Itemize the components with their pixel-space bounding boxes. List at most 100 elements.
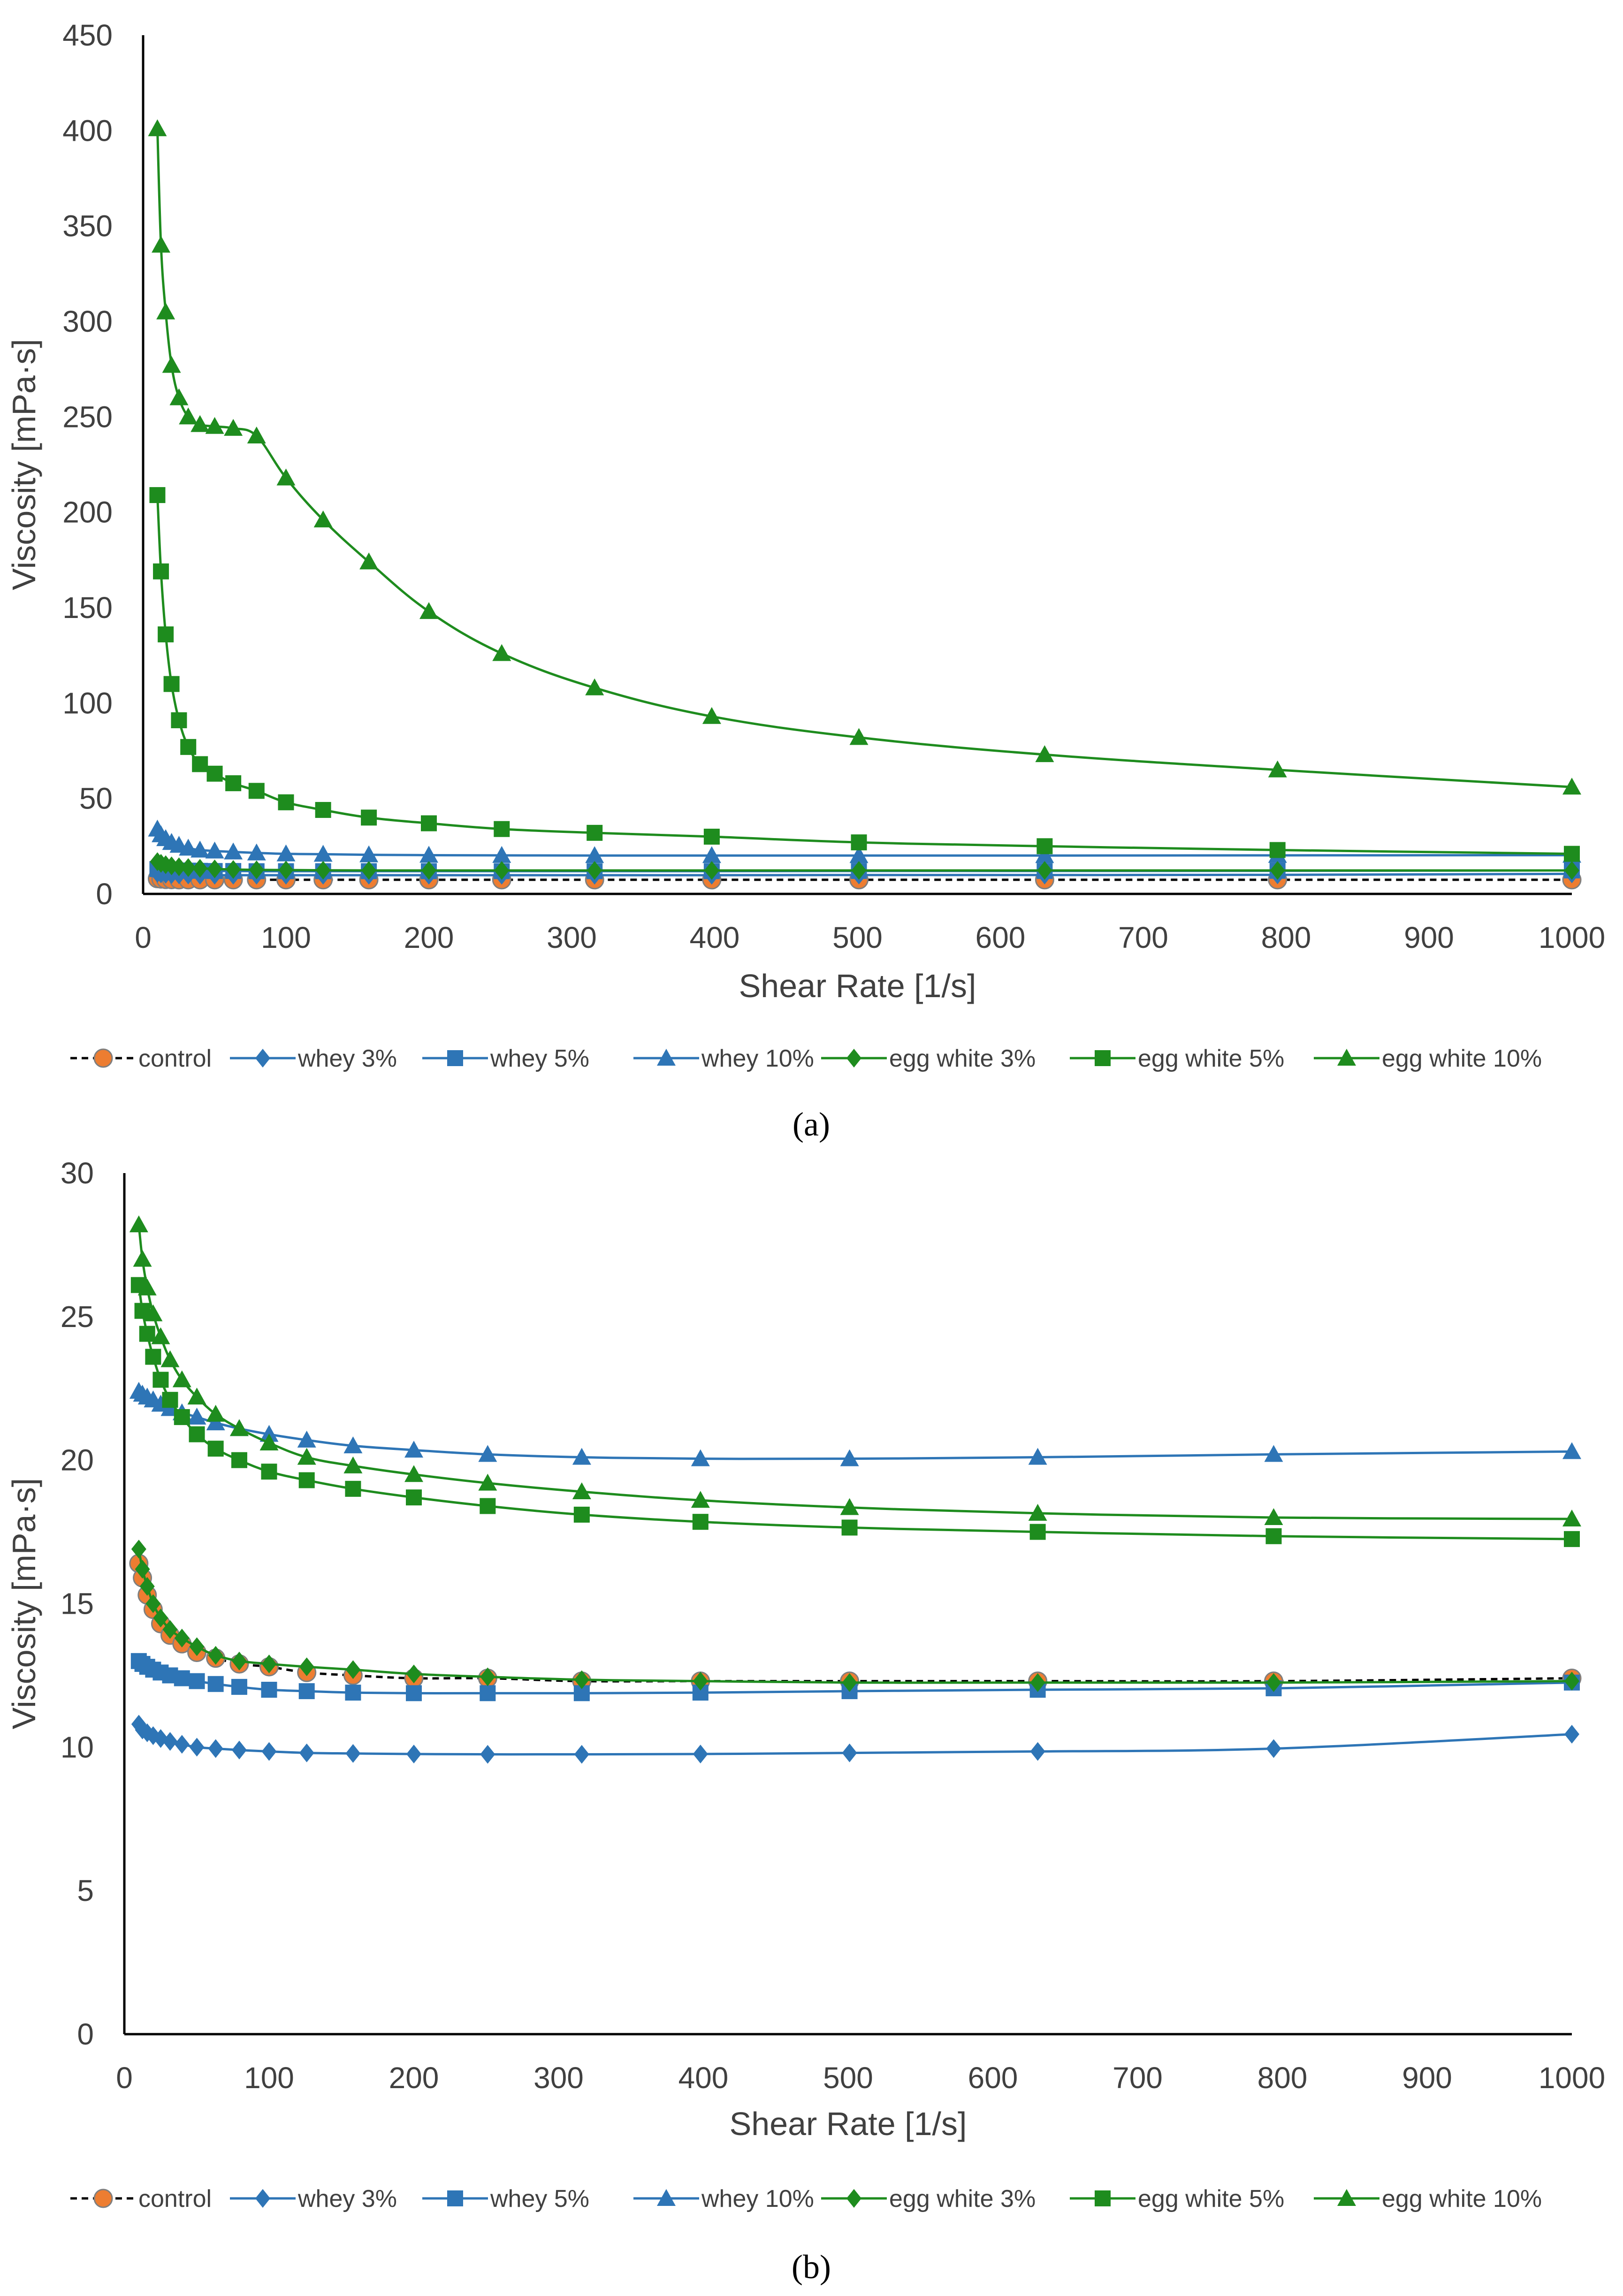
legend-label: egg white 3% <box>889 2185 1036 2212</box>
y-tick-label: 10 <box>61 1730 94 1764</box>
data-point-whey-10pct <box>572 1448 591 1465</box>
data-point-egg-white-5pct <box>145 1349 161 1365</box>
legend-label: whey 10% <box>701 2185 814 2212</box>
legend-item-egg-white-5pct: egg white 5% <box>1070 2185 1284 2212</box>
data-point-egg-white-10pct <box>849 728 869 745</box>
x-tick-label: 100 <box>261 921 311 954</box>
y-tick-label: 250 <box>62 400 113 434</box>
data-point-egg-white-3pct <box>278 861 294 880</box>
data-point-whey-10pct <box>1562 1442 1581 1459</box>
data-point-whey-5pct <box>189 1673 205 1689</box>
data-point-whey-3pct <box>208 1739 223 1758</box>
y-tick-label: 25 <box>61 1300 94 1334</box>
x-tick-label: 200 <box>404 921 454 954</box>
series-line-egg-white-5pct <box>137 1285 1572 1541</box>
x-axis-title: Shear Rate [1/s] <box>739 968 976 1004</box>
legend-label: egg white 10% <box>1382 2185 1542 2212</box>
series-egg-white-10pct <box>129 1215 1581 1527</box>
data-point-whey-3pct <box>842 1743 857 1762</box>
x-tick-label: 500 <box>832 921 883 954</box>
data-point-egg-white-10pct <box>259 1433 279 1450</box>
data-point-egg-white-10pct <box>585 678 604 695</box>
data-point-whey-3pct <box>693 1745 708 1764</box>
data-point-egg-white-10pct <box>297 1448 316 1465</box>
legend-marker-control <box>93 1048 113 1068</box>
x-tick-label: 200 <box>389 2061 439 2095</box>
y-tick-label: 0 <box>96 877 113 911</box>
data-point-egg-white-3pct <box>131 1540 146 1559</box>
data-point-egg-white-10pct <box>190 415 210 432</box>
legend: control whey 3% whey 5% whey 10% egg white 3… <box>70 1045 1542 1072</box>
legend-label: whey 5% <box>490 1045 589 1072</box>
series-whey-3pct <box>131 1715 1579 1764</box>
data-point-egg-white-5pct <box>180 739 197 755</box>
data-point-whey-5pct <box>406 1685 422 1701</box>
data-point-egg-white-5pct <box>1036 838 1053 854</box>
data-point-egg-white-5pct <box>841 1519 858 1536</box>
legend-item-whey-10pct: whey 10% <box>633 1045 814 1072</box>
data-point-egg-white-3pct <box>345 1660 361 1679</box>
y-tick-label: 300 <box>62 305 113 338</box>
data-point-egg-white-5pct <box>192 756 208 772</box>
legend-item-egg-white-3pct: egg white 3% <box>821 2185 1036 2212</box>
data-point-egg-white-10pct <box>313 510 333 527</box>
y-tick-label: 50 <box>79 782 113 816</box>
data-point-egg-white-10pct <box>152 236 171 253</box>
data-point-egg-white-10pct <box>1562 778 1581 795</box>
data-point-egg-white-5pct <box>225 775 242 792</box>
legend-marker-whey-5pct <box>447 2190 463 2206</box>
legend-item-whey-5pct: whey 5% <box>422 1045 589 1072</box>
y-tick-label: 20 <box>61 1443 94 1477</box>
legend-marker-egg-white-3pct <box>846 2189 861 2208</box>
data-point-egg-white-5pct <box>261 1464 277 1480</box>
y-tick-label: 0 <box>77 2017 94 2051</box>
data-point-egg-white-5pct <box>421 815 437 831</box>
legend-marker-egg-white-10pct <box>1337 1049 1356 1066</box>
data-point-egg-white-5pct <box>315 802 331 818</box>
data-point-egg-white-5pct <box>189 1426 205 1442</box>
data-point-whey-3pct <box>480 1745 495 1764</box>
y-tick-label: 200 <box>62 496 113 529</box>
data-point-egg-white-10pct <box>169 388 189 405</box>
legend-label: control <box>138 1045 212 1072</box>
data-point-whey-3pct <box>189 1738 205 1757</box>
data-point-whey-10pct <box>691 1449 710 1466</box>
data-point-whey-3pct <box>299 1743 314 1762</box>
data-point-egg-white-5pct <box>231 1452 247 1468</box>
data-point-egg-white-3pct <box>1030 1673 1045 1692</box>
data-point-egg-white-5pct <box>174 1409 190 1425</box>
data-point-whey-3pct <box>574 1745 589 1764</box>
data-point-egg-white-3pct <box>174 1628 190 1648</box>
x-tick-label: 300 <box>547 921 597 954</box>
data-point-egg-white-5pct <box>207 1441 224 1457</box>
legend-marker-whey-5pct <box>447 1050 463 1066</box>
legend-item-egg-white-10pct: egg white 10% <box>1314 1045 1542 1072</box>
data-point-egg-white-5pct <box>1029 1524 1046 1540</box>
x-axis-title: Shear Rate [1/s] <box>730 2105 967 2142</box>
data-point-egg-white-3pct <box>1564 861 1579 880</box>
y-tick-label: 150 <box>62 591 113 625</box>
data-point-egg-white-5pct <box>206 765 223 782</box>
data-point-egg-white-3pct <box>842 1673 857 1692</box>
legend-label: whey 5% <box>490 2185 589 2212</box>
legend-marker-egg-white-5pct <box>1095 2190 1111 2206</box>
data-point-egg-white-5pct <box>361 809 377 826</box>
series-line-egg-white-10pct <box>156 129 1572 788</box>
data-point-whey-3pct <box>231 1740 247 1760</box>
data-point-whey-10pct <box>1264 1445 1283 1462</box>
data-point-egg-white-10pct <box>151 1327 170 1344</box>
x-tick-label: 600 <box>975 921 1026 954</box>
data-point-egg-white-5pct <box>1564 846 1580 862</box>
legend-marker-control <box>93 2189 113 2208</box>
data-point-egg-white-5pct <box>248 783 265 799</box>
data-point-egg-white-10pct <box>1035 745 1054 763</box>
legend-item-egg-white-5pct: egg white 5% <box>1070 1045 1284 1072</box>
legend-marker-egg-white-3pct <box>846 1049 861 1068</box>
data-point-egg-white-3pct <box>406 1664 421 1684</box>
data-point-egg-white-5pct <box>139 1326 155 1342</box>
x-tick-label: 500 <box>823 2061 873 2095</box>
data-point-egg-white-5pct <box>494 821 510 837</box>
data-point-egg-white-10pct <box>162 356 181 373</box>
data-point-whey-10pct <box>404 1441 423 1458</box>
